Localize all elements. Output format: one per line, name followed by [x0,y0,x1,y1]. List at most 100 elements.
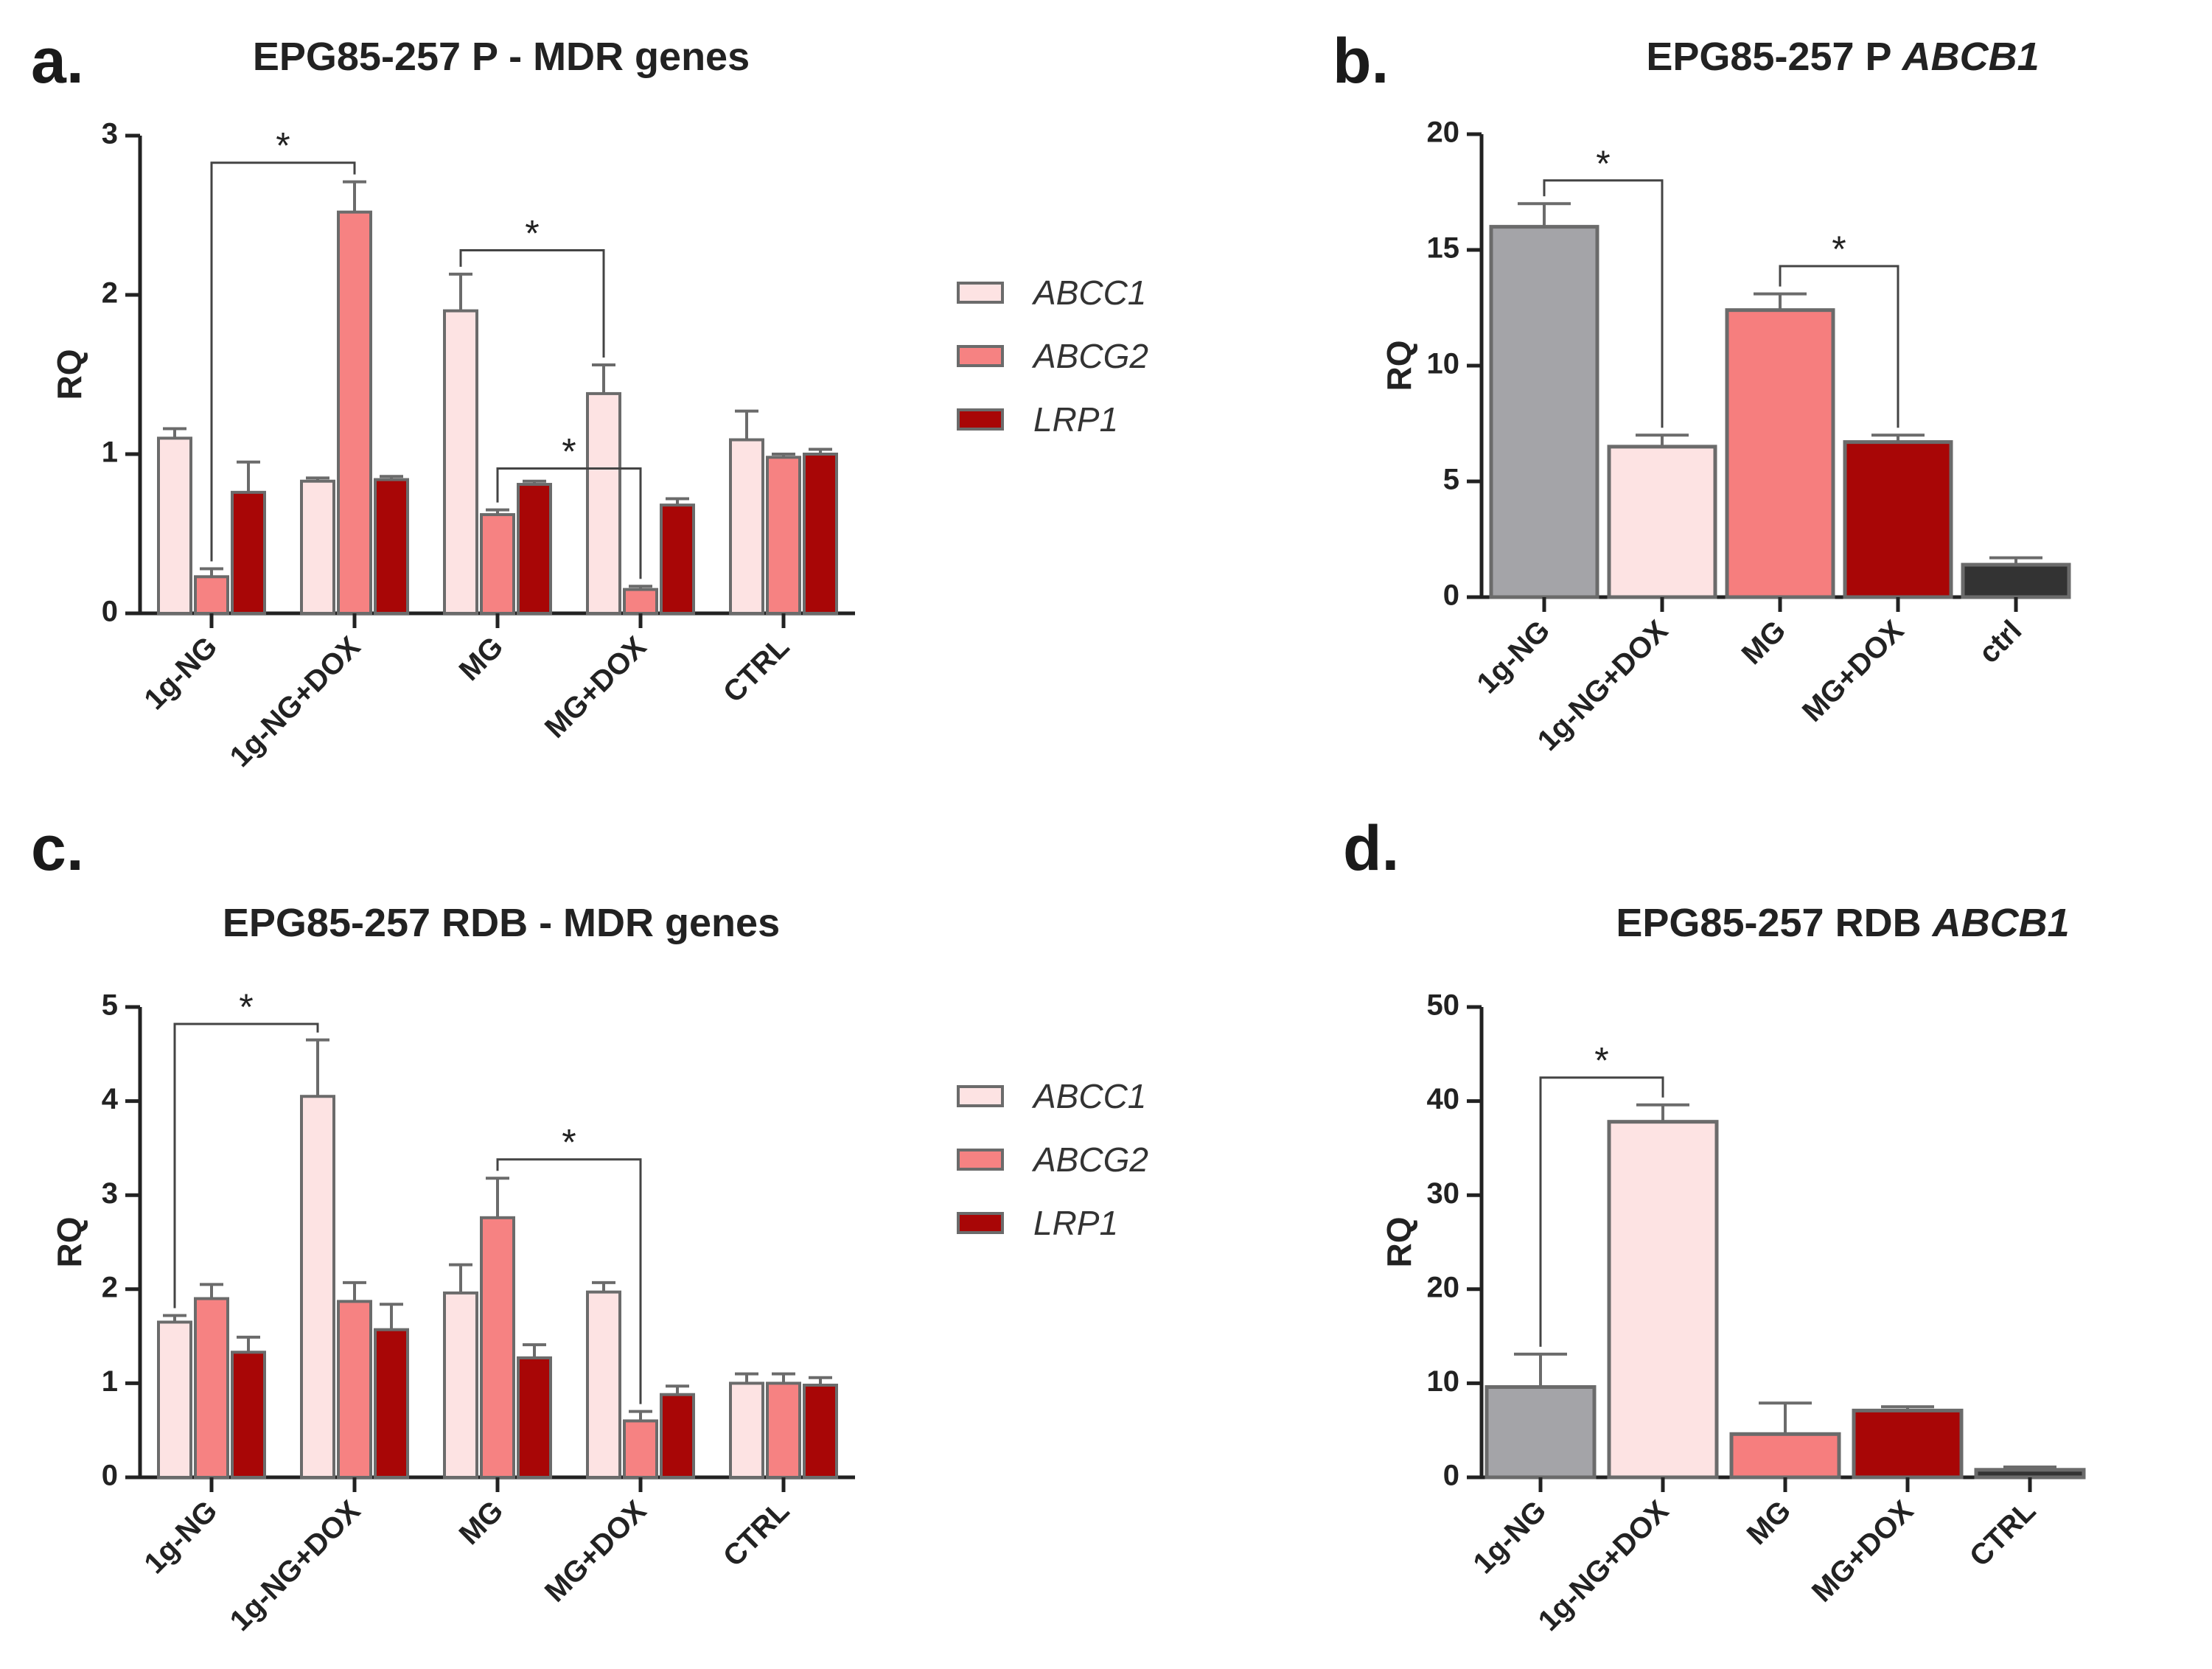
bar [1843,440,1953,599]
bar-abcg2 [766,456,801,615]
bar-abcc1 [586,1290,621,1480]
bar-abcg2 [337,210,372,615]
legend-swatch-abcg2 [957,1149,1004,1171]
bar-lrp1 [803,1383,838,1480]
bar [1852,1408,1964,1480]
y-tick-label: 10 [1427,1365,1460,1398]
x-tick-label: MG+DOX [1806,1494,1920,1609]
y-tick-label: 30 [1427,1177,1460,1210]
significance-bracket [173,1022,319,1309]
y-tick-label: 20 [1427,116,1460,149]
bar-abcg2 [194,1297,229,1480]
bar-lrp1 [803,453,838,615]
bar-lrp1 [660,1393,695,1480]
y-axis-label: RQ [1380,1217,1418,1268]
y-tick-label: 50 [1427,989,1460,1022]
legend-item-abcg2: ABCG2 [957,336,1193,375]
bar-abcg2 [623,1419,658,1479]
y-tick-label: 0 [1443,579,1459,612]
significance-star: * [276,125,290,167]
significance-star: * [562,431,576,472]
significance-star: * [1832,229,1846,270]
y-axis-label: RQ [50,1217,88,1268]
significance-star: * [1594,1040,1608,1081]
x-tick-label: 1g-NG+DOX [1532,1494,1675,1637]
y-tick-label: 20 [1427,1271,1460,1303]
x-tick-label: CTRL [1964,1494,2042,1573]
legend-item-abcc1: ABCC1 [957,1076,1193,1115]
bar-abcc1 [157,436,192,616]
legend-label-lrp1: LRP1 [1033,1204,1119,1242]
chart-title: EPG85-257 P - MDR genes [253,35,750,79]
chart-title: EPG85-257 RDB - MDR genes [223,901,780,945]
y-tick-label: 1 [102,1365,118,1398]
y-tick-label: 3 [102,118,118,150]
chart-title-text: EPG85-257 RDB [1616,901,1932,945]
chart-title-gene: ABCB1 [1901,35,2040,79]
bar [1607,1120,1719,1480]
bar-lrp1 [374,478,409,615]
significance-bracket [459,249,605,358]
y-tick-label: 10 [1427,348,1460,380]
y-tick-label: 0 [102,596,118,628]
bar [1489,225,1599,599]
bar-lrp1 [231,1351,266,1479]
significance-bracket [210,161,356,562]
bar-abcc1 [300,479,335,615]
y-tick-label: 3 [102,1177,118,1210]
chart-title: EPG85-257 RDB ABCB1 [1616,901,2069,945]
y-tick-label: 2 [102,1271,118,1303]
significance-star: * [525,213,539,254]
y-tick-label: 15 [1427,232,1460,265]
significance-star: * [239,986,253,1028]
legend-item-lrp1: LRP1 [957,1203,1193,1242]
y-tick-label: 4 [102,1083,119,1115]
chart-title-gene: ABCB1 [1931,901,2070,945]
significance-bracket [496,1158,642,1404]
bar-abcc1 [729,1381,764,1480]
significance-bracket [1779,265,1899,428]
y-tick-label: 40 [1427,1083,1460,1115]
bar-abcc1 [729,438,764,615]
y-tick-label: 0 [102,1460,118,1492]
legend-swatch-abcc1 [957,282,1004,304]
panel-letter-a: a. [31,26,84,97]
y-axis-label: RQ [1380,341,1418,391]
significance-star: * [1596,143,1610,184]
bar-abcc1 [586,391,621,615]
legend-swatch-lrp1 [957,408,1004,431]
legend-swatch-abcc1 [957,1085,1004,1107]
legend-label-abcg2: ABCG2 [1033,337,1148,375]
bar [1607,445,1717,599]
chart-title-text: EPG85-257 RDB - MDR genes [223,901,780,945]
bar [1484,1385,1597,1480]
bar-abcc1 [300,1095,335,1479]
panel-letter-b: b. [1333,26,1389,97]
legend-label-abcc1: ABCC1 [1033,1077,1147,1115]
bar-lrp1 [660,504,695,615]
bar-lrp1 [517,483,552,615]
bar-lrp1 [374,1328,409,1479]
legend-swatch-abcg2 [957,345,1004,367]
legend-label-abcg2: ABCG2 [1033,1140,1148,1179]
bar-abcc1 [157,1320,192,1479]
bar-abcg2 [194,575,229,616]
legend-item-abcc1: ABCC1 [957,273,1193,312]
legend-item-abcg2: ABCG2 [957,1140,1193,1179]
y-tick-label: 5 [1443,464,1459,496]
x-tick-label: MG [1741,1494,1798,1551]
panel-letter-c: c. [31,813,84,884]
significance-bracket [1539,1076,1664,1347]
significance-star: * [562,1122,576,1163]
y-tick-label: 0 [1443,1460,1459,1492]
bar-abcc1 [443,309,478,615]
y-axis-label: RQ [50,349,88,400]
x-tick-label: 1g-NG [1467,1494,1552,1580]
bar-abcg2 [480,1216,515,1479]
bar-abcc1 [443,1291,478,1480]
y-tick-label: 1 [102,436,118,469]
